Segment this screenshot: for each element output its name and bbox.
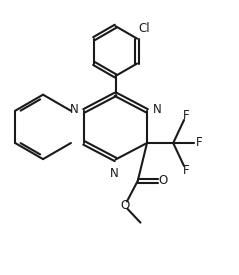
Text: O: O bbox=[158, 174, 167, 187]
Text: Cl: Cl bbox=[138, 22, 150, 35]
Text: F: F bbox=[183, 109, 190, 122]
Text: N: N bbox=[153, 103, 162, 116]
Text: F: F bbox=[196, 136, 203, 150]
Text: F: F bbox=[183, 164, 190, 177]
Text: O: O bbox=[120, 199, 129, 212]
Text: N: N bbox=[70, 103, 78, 116]
Text: N: N bbox=[110, 167, 119, 180]
